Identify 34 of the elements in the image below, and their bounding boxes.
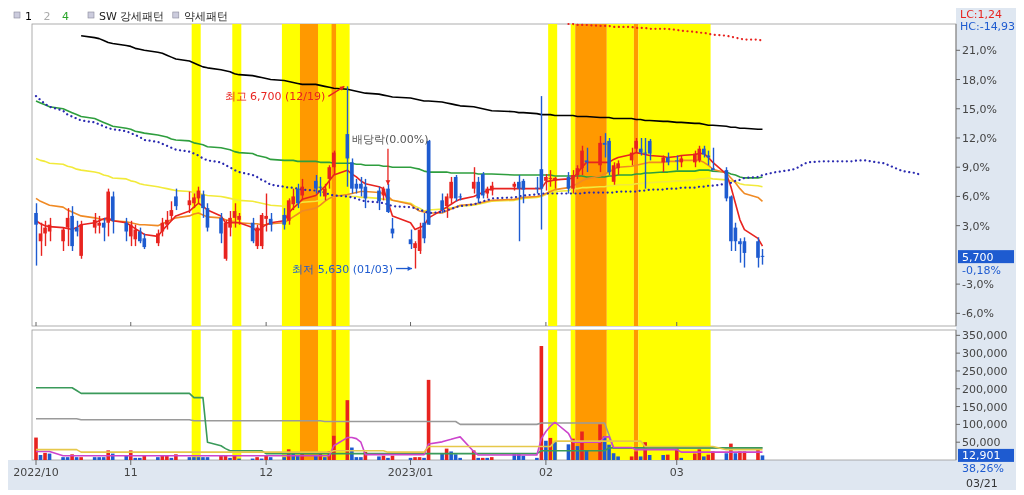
x-tick-label: 03	[669, 466, 684, 479]
x-tick-label: 11	[123, 466, 138, 479]
y-tick-label: 350,000	[962, 329, 1008, 343]
text: 약세패턴	[183, 10, 228, 23]
annotation: 최저 5,630 (01/03)	[292, 262, 394, 276]
y-tick-label: -3,0%	[962, 278, 994, 292]
y-tick-label: 150,000	[962, 400, 1008, 414]
text: 12,901	[962, 449, 1001, 463]
y-tick-label: 300,000	[962, 347, 1008, 361]
x-tick-label: 2022/10	[13, 466, 59, 479]
text: HC:-14,93	[960, 20, 1016, 33]
y-tick-label: 6,0%	[962, 190, 990, 204]
y-tick-label: 200,000	[962, 382, 1008, 396]
y-tick-label: 100,000	[962, 418, 1008, 432]
annotation: 배당락(0.00%)	[351, 132, 429, 146]
y-tick-label: 9,0%	[962, 161, 990, 175]
x-tick-label: 02	[538, 466, 553, 479]
text: 5,700	[962, 250, 994, 264]
y-tick-label: 50,000	[962, 436, 1001, 450]
text: 03/21	[966, 477, 998, 490]
y-tick-label: 12,0%	[962, 131, 997, 145]
text: 38,26%	[962, 462, 1004, 476]
text: LC:1,24	[960, 8, 1003, 21]
y-tick-label: 15,0%	[962, 102, 997, 116]
text: -0,18%	[962, 263, 1001, 277]
y-tick-label: -6,0%	[962, 307, 994, 321]
text: 1 2 4	[25, 10, 69, 23]
y-tick-label: 21,0%	[962, 44, 997, 58]
text: SW 강세패턴	[99, 10, 165, 23]
y-tick-label: 18,0%	[962, 73, 997, 87]
x-tick-label: 2023/01	[387, 466, 434, 479]
x-tick-label: 12	[259, 466, 274, 479]
y-tick-label: 3,0%	[962, 219, 990, 233]
y-tick-label: 250,000	[962, 364, 1008, 378]
